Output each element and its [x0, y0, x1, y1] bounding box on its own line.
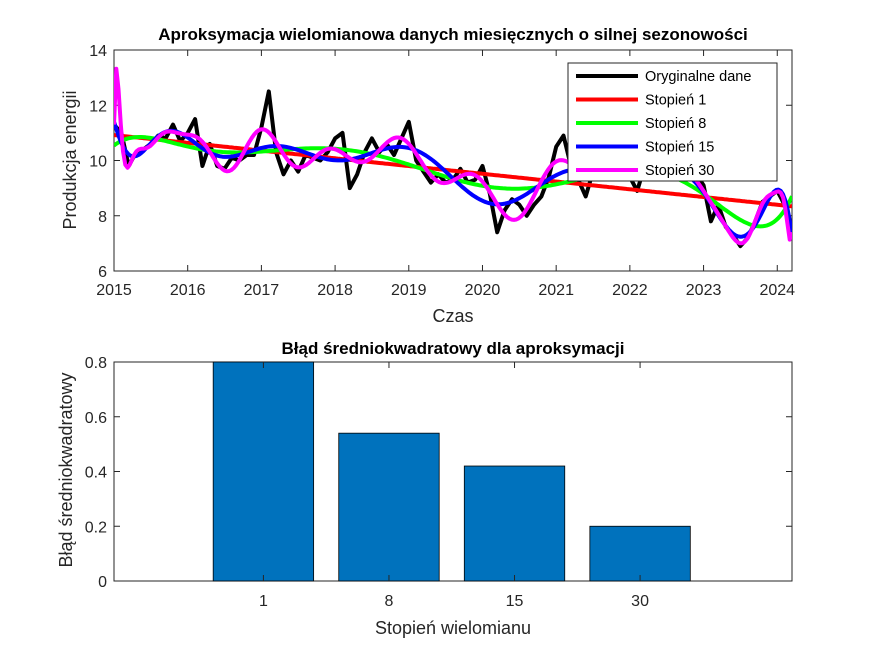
- bar-degree-15: [463, 465, 566, 582]
- x-tick-label: 2024: [759, 282, 795, 299]
- x-tick-label: 2015: [96, 282, 132, 299]
- y-tick-label: 14: [89, 43, 107, 60]
- bar-chart-bars: [212, 361, 691, 582]
- bar-y-tick-label: 0.2: [85, 519, 107, 536]
- bar-y-tick-label: 0.6: [85, 410, 107, 427]
- line-chart-xlabel: Czas: [432, 306, 473, 326]
- bar-degree-1: [212, 361, 315, 582]
- degree-1-line: [114, 133, 792, 209]
- bar-y-tick-label: 0.8: [85, 355, 107, 372]
- x-tick-label: 2019: [391, 282, 427, 299]
- legend-label: Stopień 8: [645, 116, 706, 132]
- bar-degree-30: [589, 525, 691, 582]
- x-tick-label: 2016: [170, 282, 206, 299]
- x-tick-label: 2022: [612, 282, 648, 299]
- legend-label: Stopień 15: [645, 140, 714, 156]
- legend-label: Stopień 1: [645, 93, 706, 109]
- y-tick-label: 8: [98, 209, 107, 226]
- y-tick-label: 6: [98, 264, 107, 281]
- bar-chart-panel: Błąd średniokwadratowy dla aproksymacji …: [56, 339, 793, 638]
- x-tick-label: 2021: [538, 282, 574, 299]
- x-tick-label: 2017: [244, 282, 280, 299]
- bar-chart-xlabel: Stopień wielomianu: [375, 618, 531, 638]
- bar-x-tick-label: 1: [259, 593, 268, 610]
- bar-chart-xticks: 1 8 15 30: [259, 362, 649, 610]
- line-chart-title: Aproksymacja wielomianowa danych miesięc…: [158, 25, 748, 44]
- legend-label: Oryginalne dane: [645, 69, 751, 85]
- bar-chart-ylabel: Błąd średniokwadratowy: [56, 372, 76, 567]
- legend-item-degree-30: Stopień 30: [576, 163, 714, 179]
- x-tick-label: 2023: [686, 282, 722, 299]
- bar-chart-title: Błąd średniokwadratowy dla aproksymacji: [282, 339, 625, 358]
- bar-x-tick-label: 8: [385, 593, 394, 610]
- legend-item-degree-1: Stopień 1: [576, 93, 706, 109]
- x-tick-label: 2020: [465, 282, 501, 299]
- legend-item-degree-8: Stopień 8: [576, 116, 706, 132]
- bar-chart-yticks: 0 0.2 0.4 0.6 0.8: [85, 355, 792, 591]
- bar-y-tick-label: 0: [98, 574, 107, 591]
- legend-label: Stopień 30: [645, 163, 714, 179]
- y-tick-label: 10: [89, 154, 107, 171]
- line-chart-xticks: 2015 2016 2017 2018 2019 2020 2021 2022 2023 2024: [96, 50, 795, 299]
- x-tick-label: 2018: [317, 282, 353, 299]
- bar-x-tick-label: 15: [506, 593, 524, 610]
- bar-y-tick-label: 0.4: [85, 465, 107, 482]
- legend-item-original: Oryginalne dane: [576, 69, 751, 85]
- line-chart-ylabel: Produkcja energii: [60, 90, 80, 229]
- bar-x-tick-label: 30: [631, 593, 649, 610]
- line-chart-yticks: 6 8 10 12 14: [89, 43, 792, 281]
- line-chart-panel: Aproksymacja wielomianowa danych miesięc…: [60, 25, 795, 326]
- bar-degree-8: [338, 432, 440, 582]
- y-tick-label: 12: [89, 98, 107, 115]
- line-chart-legend: Oryginalne dane Stopień 1 Stopień 8 Stopień…: [567, 62, 778, 182]
- legend-item-degree-15: Stopień 15: [576, 140, 714, 156]
